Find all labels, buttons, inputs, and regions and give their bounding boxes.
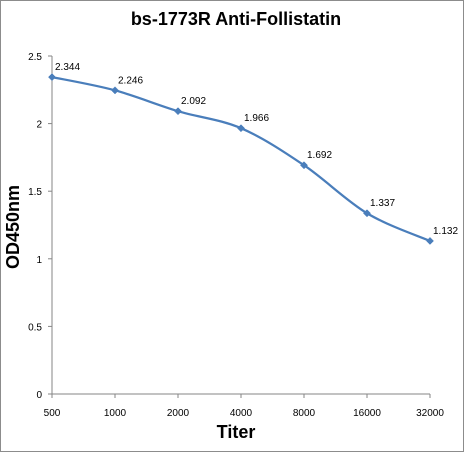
x-tick-labels: 500 1000 2000 4000 8000 16000 32000 (44, 408, 445, 419)
data-point-marker (300, 161, 308, 170)
data-label: 2.246 (118, 75, 143, 86)
data-label: 1.966 (244, 113, 269, 124)
x-tick-label: 1000 (104, 408, 127, 419)
data-label: 1.132 (433, 226, 458, 237)
data-point-marker (174, 107, 182, 116)
x-tick-label: 16000 (353, 408, 381, 419)
data-point-marker (48, 73, 56, 82)
x-tick-label: 500 (44, 408, 61, 419)
data-point-marker (426, 237, 434, 245)
data-label: 2.344 (55, 62, 80, 73)
axes (48, 55, 431, 398)
y-tick-label: 1.5 (28, 187, 42, 198)
data-point-marker (237, 124, 245, 133)
y-axis-title: OD450nm (3, 185, 23, 269)
data-label: 2.092 (181, 96, 206, 107)
x-tick-label: 8000 (293, 408, 316, 419)
y-tick-label: 0 (36, 390, 42, 401)
y-tick-labels: 0 0.5 1 1.5 2 2.5 (28, 52, 42, 401)
data-label: 1.692 (307, 150, 332, 161)
y-tick-label: 2.5 (28, 52, 42, 63)
x-tick-label: 4000 (230, 408, 253, 419)
y-tick-label: 2 (36, 120, 42, 131)
data-point-marker (363, 209, 371, 218)
x-tick-label: 2000 (167, 408, 190, 419)
x-tick-label: 32000 (416, 408, 444, 419)
chart-title: bs-1773R Anti-Follistatin (131, 9, 341, 29)
series-layer (48, 73, 434, 245)
data-point-marker (111, 86, 119, 95)
x-axis-title: Titer (217, 422, 256, 442)
series-line (51, 75, 431, 242)
y-tick-label: 0.5 (28, 322, 42, 333)
y-tick-label: 1 (36, 255, 42, 266)
data-labels: 2.344 2.246 2.092 1.966 1.692 1.337 1.132 (55, 62, 458, 237)
data-label: 1.337 (370, 198, 395, 209)
